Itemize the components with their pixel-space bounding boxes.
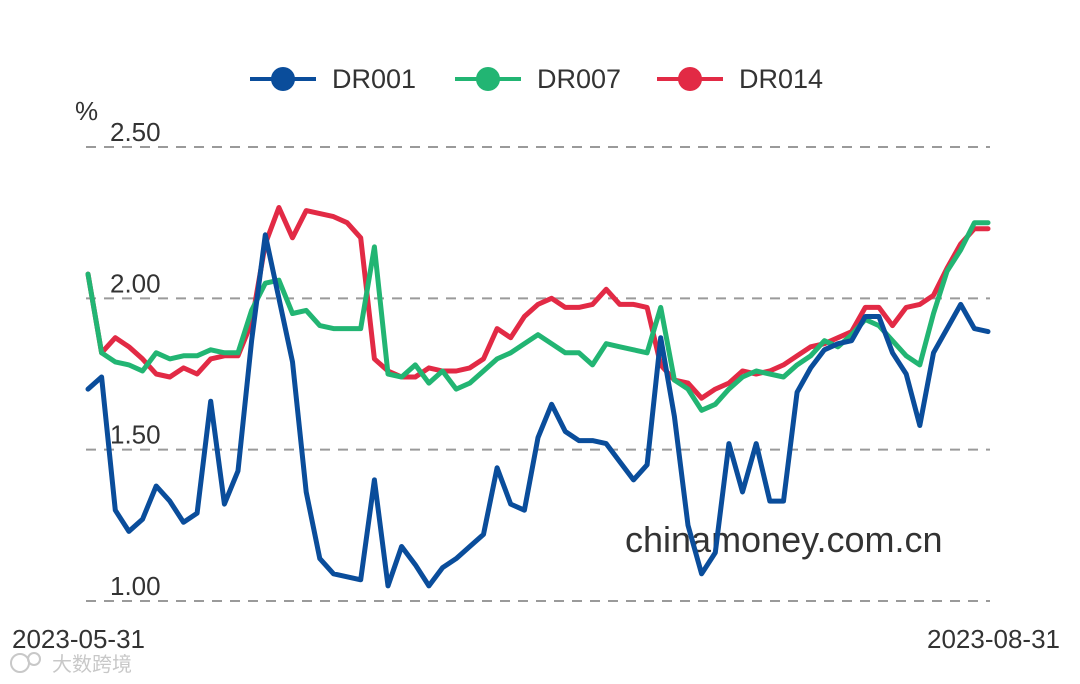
series-line-dr007 [85,220,991,413]
y-axis-unit-label: % [75,96,98,126]
legend-item-dr007: DR007 [455,64,621,94]
legend-marker [476,67,500,91]
x-axis-start-label: 2023-05-31 [12,624,145,654]
series-line-dr001 [85,232,991,589]
y-tick-label: 1.00 [110,571,161,601]
legend: DR001 DR007 DR014 [250,64,823,94]
legend-label: DR007 [537,64,621,94]
legend-label: DR001 [332,64,416,94]
logo-icon [10,652,41,673]
legend-item-dr014: DR014 [657,64,823,94]
y-tick-label: 2.50 [110,117,161,147]
legend-marker [678,67,702,91]
x-axis-end-label: 2023-08-31 [927,624,1060,654]
series-line-dr014 [85,205,991,401]
watermark-text: chinamoney.com.cn [625,519,942,560]
logo: 大数跨境 [10,652,132,676]
series-lines [85,205,991,589]
y-tick-label: 2.00 [110,268,161,298]
y-axis-ticks: 1.00 1.50 2.00 2.50 [110,117,161,601]
legend-marker [271,67,295,91]
logo-text: 大数跨境 [52,652,132,676]
legend-item-dr001: DR001 [250,64,416,94]
legend-label: DR014 [739,64,823,94]
y-tick-label: 1.50 [110,420,161,450]
